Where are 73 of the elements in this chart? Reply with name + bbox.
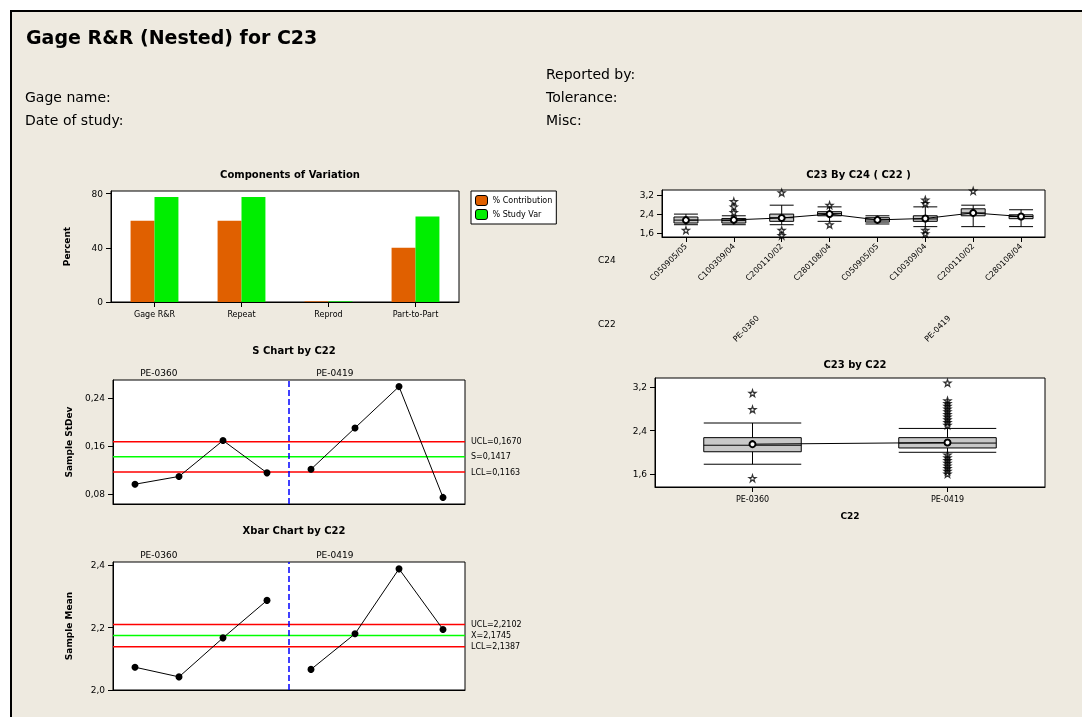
x-tick-label: Reprod — [314, 309, 343, 319]
y-tick-label: 3,2 — [632, 382, 647, 393]
point — [969, 208, 978, 217]
text: Misc: — [546, 112, 582, 128]
text: Date of study: — [25, 112, 124, 128]
point — [777, 213, 786, 222]
chart-title: C23 by C22 — [823, 358, 887, 370]
y-tick-label: 80 — [91, 188, 104, 199]
y-tick-label: 1,6 — [639, 228, 655, 239]
text: PE-0419 — [316, 367, 354, 378]
text: Tolerance: — [546, 89, 618, 105]
ref-line-label: S=0,1417 — [471, 452, 511, 462]
x-tick-label: Repeat — [227, 309, 256, 319]
point — [439, 625, 447, 633]
text: Reported by: — [546, 66, 636, 82]
text: C22 — [598, 318, 616, 329]
point — [131, 480, 139, 488]
chart-title: Components of Variation — [220, 168, 360, 180]
y-axis-title: Percent — [61, 226, 72, 267]
point — [219, 437, 227, 444]
bar — [391, 247, 416, 302]
point — [395, 383, 403, 391]
point — [439, 493, 447, 501]
text: Gage R&R (Nested) for C23 — [26, 26, 318, 48]
point — [681, 216, 690, 225]
y-tick-label: 1,6 — [632, 468, 648, 479]
chart-title: C23 By C24 ( C22 ) — [806, 168, 911, 180]
y-tick-label: 2,0 — [90, 685, 106, 695]
y-tick-label: 2,2 — [90, 622, 105, 633]
point — [921, 214, 930, 223]
x-tick-label: Gage R&R — [134, 309, 176, 319]
x-tick-label: Part-to-Part — [392, 309, 439, 319]
bar — [241, 197, 266, 302]
legend-label: % Contribution — [492, 196, 553, 205]
y-axis-title: Sample StDev — [63, 406, 74, 478]
y-tick-label: 2,4 — [632, 425, 648, 436]
x-axis-title: C24 — [598, 254, 617, 265]
ref-line-label: X=2,1745 — [471, 631, 512, 641]
point — [307, 465, 315, 473]
bar — [130, 220, 155, 302]
y-tick-label: 0,08 — [84, 488, 106, 499]
point — [1017, 212, 1026, 221]
ref-line-label: LCL=0,1163 — [471, 467, 521, 477]
text: PE-0419 — [316, 549, 354, 560]
point — [263, 596, 271, 604]
y-tick-label: 0,16 — [84, 440, 106, 451]
y-tick-label: 0,24 — [84, 392, 106, 403]
point — [131, 663, 139, 671]
bar — [415, 216, 440, 302]
x-axis-title: C22 — [840, 510, 860, 521]
ref-line-label: UCL=0,1670 — [471, 437, 522, 447]
text: Gage name: — [25, 89, 111, 105]
text: PE-0360 — [140, 549, 178, 560]
ref-line-label: LCL=2,1387 — [471, 642, 521, 652]
bar — [217, 220, 242, 302]
point — [825, 210, 834, 219]
text: PE-0360 — [140, 367, 178, 378]
y-tick-label: 2,4 — [639, 209, 655, 220]
y-tick-label: 2,4 — [90, 560, 106, 571]
legend-label: % Study Var — [492, 210, 543, 219]
y-tick-label: 40 — [91, 242, 104, 253]
chart-title: S Chart by C22 — [252, 344, 336, 356]
point — [175, 472, 183, 480]
chart-title: Xbar Chart by C22 — [242, 524, 346, 536]
point — [307, 665, 315, 673]
bar — [154, 197, 179, 302]
y-tick-label: 3,2 — [639, 189, 654, 200]
ref-line-label: UCL=2,2102 — [471, 619, 522, 629]
point — [729, 215, 738, 224]
point — [873, 215, 882, 224]
y-axis-title: Sample Mean — [63, 591, 74, 661]
point — [351, 630, 359, 638]
y-tick-label: 0 — [97, 297, 104, 307]
